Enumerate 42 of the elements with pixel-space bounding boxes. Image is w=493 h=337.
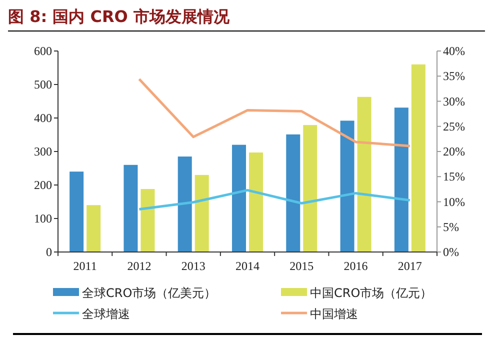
legend-label: 全球增速 bbox=[82, 307, 130, 321]
y-tick-label: 400 bbox=[34, 111, 52, 125]
bar bbox=[249, 152, 263, 252]
bar bbox=[194, 174, 209, 252]
x-tick-label: 2011 bbox=[73, 259, 97, 273]
y2-tick-label: 5% bbox=[443, 220, 459, 234]
x-tick-label: 2014 bbox=[236, 259, 260, 273]
bar bbox=[357, 96, 372, 252]
legend-label: 中国增速 bbox=[310, 307, 358, 321]
bar bbox=[70, 172, 84, 252]
y-tick-label: 300 bbox=[34, 144, 52, 158]
x-tick-label: 2017 bbox=[398, 259, 422, 273]
y2-tick-label: 10% bbox=[443, 194, 465, 209]
x-tick-label: 2016 bbox=[344, 259, 368, 273]
y-tick-label: 100 bbox=[34, 212, 52, 226]
y-tick-label: 200 bbox=[34, 178, 52, 192]
bar bbox=[303, 125, 318, 252]
y2-tick-label: 20% bbox=[443, 144, 465, 158]
y-tick-label: 500 bbox=[34, 78, 52, 92]
chart-title: 图 8: 国内 CRO 市场发展情况 bbox=[8, 7, 230, 26]
bar bbox=[178, 156, 192, 252]
y2-tick-label: 25% bbox=[443, 119, 465, 134]
x-tick-label: 2015 bbox=[290, 259, 314, 273]
bar bbox=[124, 164, 138, 252]
bar bbox=[394, 108, 408, 252]
y2-tick-label: 0% bbox=[443, 245, 459, 259]
y-tick-label: 600 bbox=[34, 44, 52, 58]
x-tick-label: 2013 bbox=[181, 259, 206, 273]
bar bbox=[286, 134, 300, 252]
bar bbox=[86, 205, 101, 252]
x-tick-label: 2012 bbox=[127, 259, 152, 273]
y2-tick-label: 30% bbox=[443, 94, 465, 108]
legend-label: 全球CRO市场（亿美元） bbox=[82, 286, 216, 300]
y-tick-label: 0 bbox=[46, 245, 52, 259]
bar bbox=[232, 144, 246, 252]
y2-tick-label: 15% bbox=[443, 170, 465, 184]
bar bbox=[411, 64, 426, 252]
bar bbox=[140, 189, 155, 252]
legend-label: 中国CRO市场（亿元） bbox=[310, 286, 432, 300]
y2-tick-label: 40% bbox=[443, 44, 465, 58]
bar bbox=[340, 120, 354, 252]
y2-tick-label: 35% bbox=[443, 69, 465, 84]
